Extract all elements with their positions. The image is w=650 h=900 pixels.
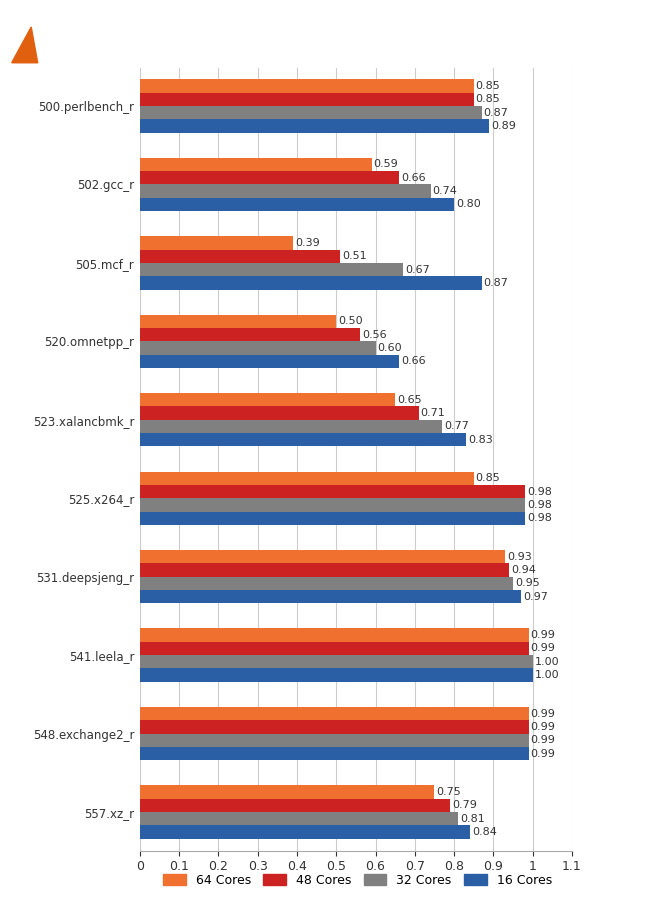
Bar: [140, 328, 360, 341]
Text: 0.75: 0.75: [436, 787, 462, 797]
Bar: [140, 171, 399, 184]
Text: 0.85: 0.85: [476, 81, 501, 91]
Bar: [140, 198, 454, 212]
Text: 0.89: 0.89: [491, 121, 516, 131]
Text: 0.93: 0.93: [507, 552, 532, 562]
Text: 0.87: 0.87: [484, 278, 508, 288]
Text: 0.66: 0.66: [401, 356, 426, 366]
Text: 0.77: 0.77: [445, 421, 469, 431]
Bar: [140, 249, 340, 263]
Bar: [140, 433, 466, 446]
Text: 0.84: 0.84: [472, 827, 497, 837]
Bar: [140, 720, 529, 733]
Bar: [140, 655, 533, 669]
Text: 0.60: 0.60: [378, 343, 402, 353]
Text: 0.79: 0.79: [452, 800, 477, 810]
Bar: [140, 93, 474, 106]
Text: 0.99: 0.99: [531, 722, 556, 732]
Text: 0.99: 0.99: [531, 644, 556, 653]
Text: 0.74: 0.74: [432, 186, 458, 196]
Text: 0.85: 0.85: [476, 94, 501, 104]
Text: 0.80: 0.80: [456, 200, 481, 210]
Text: 0.98: 0.98: [526, 513, 552, 523]
Text: 0.99: 0.99: [531, 708, 556, 718]
Bar: [140, 407, 419, 419]
Text: 0.97: 0.97: [523, 591, 548, 602]
Bar: [140, 706, 529, 720]
Text: Per-Thread Performance Relative To Single-Threaded: Per-Thread Performance Relative To Singl…: [55, 44, 383, 57]
Bar: [140, 550, 505, 563]
Bar: [140, 120, 489, 132]
Bar: [140, 669, 533, 682]
Bar: [140, 628, 529, 642]
Text: 0.95: 0.95: [515, 579, 540, 589]
Bar: [140, 341, 376, 355]
Bar: [140, 642, 529, 655]
Text: 1.00: 1.00: [535, 670, 559, 680]
Text: 0.99: 0.99: [531, 630, 556, 640]
Bar: [140, 485, 525, 499]
Bar: [140, 158, 372, 171]
Text: 0.98: 0.98: [526, 500, 552, 510]
Text: 0.99: 0.99: [531, 735, 556, 745]
Bar: [140, 106, 482, 120]
Bar: [140, 511, 525, 525]
Text: 0.51: 0.51: [342, 251, 367, 261]
Text: 0.59: 0.59: [374, 159, 398, 169]
Bar: [140, 472, 474, 485]
Text: 0.67: 0.67: [405, 265, 430, 274]
Text: 0.98: 0.98: [526, 487, 552, 497]
Bar: [140, 263, 403, 276]
Text: SPECint2017 Rate Graviton2 Core Performance Scaling: SPECint2017 Rate Graviton2 Core Performa…: [55, 13, 594, 31]
Bar: [140, 315, 336, 328]
Text: 0.87: 0.87: [484, 108, 508, 118]
Bar: [140, 393, 395, 407]
Bar: [140, 276, 482, 290]
Text: 0.85: 0.85: [476, 473, 501, 483]
Text: 0.66: 0.66: [401, 173, 426, 183]
Bar: [140, 184, 430, 198]
Text: 0.81: 0.81: [460, 814, 485, 824]
Legend: 64 Cores, 48 Cores, 32 Cores, 16 Cores: 64 Cores, 48 Cores, 32 Cores, 16 Cores: [158, 869, 557, 892]
Text: 0.94: 0.94: [511, 565, 536, 575]
Bar: [140, 798, 450, 812]
Text: 0.71: 0.71: [421, 408, 445, 418]
Bar: [140, 499, 525, 511]
Bar: [140, 419, 442, 433]
Bar: [140, 747, 529, 760]
Text: 0.65: 0.65: [397, 395, 422, 405]
Bar: [140, 563, 509, 577]
Bar: [140, 734, 529, 747]
Bar: [140, 825, 470, 839]
Text: 0.56: 0.56: [362, 329, 386, 339]
Polygon shape: [12, 27, 38, 63]
Bar: [140, 812, 458, 825]
Text: 0.39: 0.39: [295, 238, 320, 248]
Bar: [140, 590, 521, 603]
Text: 0.50: 0.50: [338, 316, 363, 327]
Polygon shape: [5, 4, 47, 63]
Text: 0.99: 0.99: [531, 749, 556, 759]
Text: 1.00: 1.00: [535, 657, 559, 667]
Text: 0.83: 0.83: [468, 435, 493, 445]
Bar: [140, 79, 474, 93]
Bar: [140, 355, 399, 368]
Bar: [140, 577, 513, 590]
Bar: [140, 786, 434, 798]
Bar: [140, 236, 293, 249]
